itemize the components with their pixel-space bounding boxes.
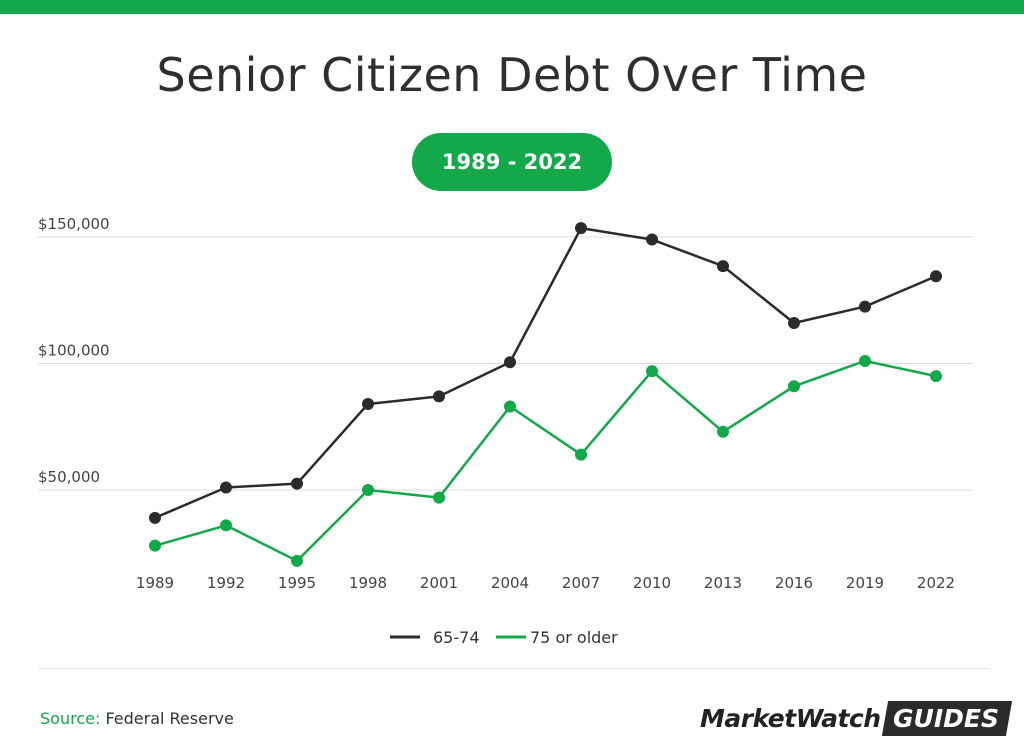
period-pill: 1989 - 2022 (412, 133, 612, 191)
data-point-1-0 (149, 539, 161, 552)
x-tick-label: 2022 (917, 574, 955, 592)
x-tick-label: 2010 (633, 574, 671, 592)
marketwatch-guides-logo: MarketWatch GUIDES (700, 698, 1012, 738)
x-tick-label: 1989 (136, 574, 174, 592)
data-point-0-5 (504, 356, 516, 369)
data-point-0-7 (646, 233, 658, 246)
data-point-1-9 (788, 380, 800, 393)
logo-guides-text: GUIDES (892, 703, 999, 733)
legend-label-0: 65-74 (433, 628, 480, 647)
y-tick-label: $150,000 (38, 215, 110, 233)
data-point-0-1 (220, 481, 232, 494)
data-point-0-3 (362, 397, 374, 410)
series-line-0 (154, 226, 937, 519)
x-tick-label: 2013 (704, 574, 742, 592)
data-point-1-7 (646, 365, 658, 378)
line-chart: $50,000 $100,000 $150,000 1989 1992 1995 1998 2… (38, 215, 973, 647)
data-point-0-2 (291, 477, 303, 490)
source-label: Source: (40, 709, 101, 728)
data-point-1-8 (717, 425, 729, 438)
x-tick-label: 1992 (207, 574, 245, 592)
data-point-1-6 (575, 448, 587, 461)
data-point-1-5 (504, 400, 516, 413)
legend-label-1: 75 or older (530, 628, 618, 647)
data-point-0-10 (859, 300, 871, 313)
data-point-0-9 (788, 317, 800, 330)
source-value: Federal Reserve (105, 709, 234, 728)
series-line-1 (154, 359, 937, 563)
data-point-0-4 (433, 390, 445, 403)
data-point-1-4 (433, 491, 445, 504)
chart-title: Senior Citizen Debt Over Time (156, 48, 868, 102)
y-tick-label: $100,000 (38, 342, 110, 360)
x-tick-label: 1995 (278, 574, 316, 592)
data-point-1-10 (859, 354, 871, 367)
top-accent-bar (0, 0, 1024, 14)
data-point-1-1 (220, 519, 232, 532)
data-point-0-0 (149, 511, 161, 524)
y-tick-label: $50,000 (38, 468, 100, 486)
x-tick-label: 2004 (491, 574, 529, 592)
data-point-0-11 (930, 270, 942, 283)
data-point-1-2 (291, 554, 303, 567)
data-point-0-6 (575, 222, 587, 235)
x-tick-label: 2001 (420, 574, 458, 592)
data-point-0-8 (717, 260, 729, 273)
source-note: Source: Federal Reserve (40, 709, 234, 728)
logo-guides-badge: GUIDES (881, 700, 1012, 736)
data-point-1-3 (362, 484, 374, 496)
x-tick-label: 2016 (775, 574, 813, 592)
x-tick-label: 2019 (846, 574, 884, 592)
x-tick-label: 1998 (349, 574, 387, 592)
footer-divider (38, 668, 988, 669)
data-point-1-11 (930, 370, 942, 383)
logo-marketwatch-text: MarketWatch (700, 703, 881, 733)
x-tick-label: 2007 (562, 574, 600, 592)
